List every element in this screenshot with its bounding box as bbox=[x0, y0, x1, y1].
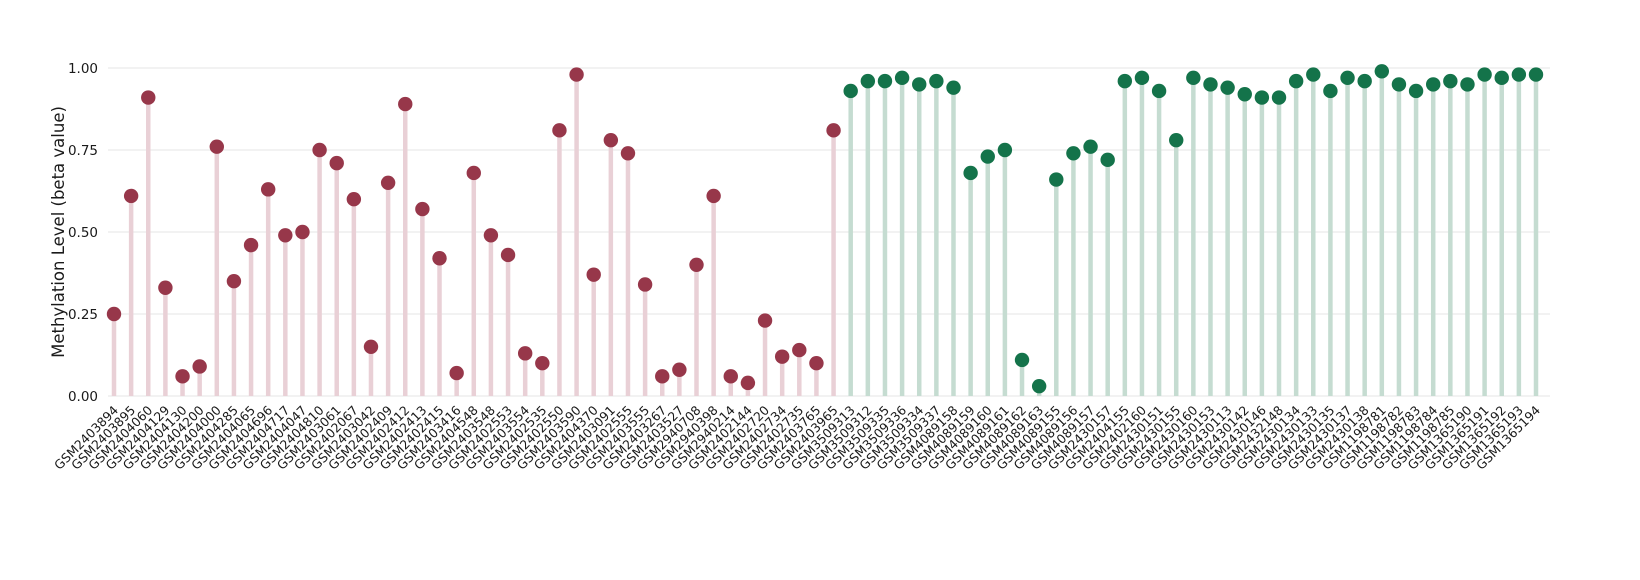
lollipop-dot bbox=[740, 375, 756, 391]
lollipop-dot bbox=[1066, 146, 1081, 161]
y-tick-label: 0.75 bbox=[68, 143, 98, 159]
lollipop-dot bbox=[1254, 90, 1270, 105]
lollipop-dot bbox=[809, 356, 824, 371]
lollipop-dot bbox=[792, 342, 807, 358]
lollipop-dot bbox=[432, 251, 447, 266]
dot-layer bbox=[106, 64, 1544, 394]
lollipop-dot bbox=[1494, 70, 1509, 86]
y-axis-tick-labels: 0.00 0.25 0.50 0.75 1.00 bbox=[68, 61, 98, 405]
lollipop-dot bbox=[1528, 67, 1544, 82]
lollipop-dot bbox=[500, 247, 516, 263]
lollipop-dot bbox=[552, 123, 567, 138]
lollipop-dot bbox=[1477, 67, 1492, 82]
lollipop-dot bbox=[278, 228, 293, 243]
lollipop-dot bbox=[295, 224, 310, 240]
lollipop-dot bbox=[1237, 87, 1252, 102]
lollipop-dot bbox=[312, 142, 327, 158]
lollipop-dot bbox=[158, 280, 173, 295]
lollipop-dot bbox=[1374, 64, 1390, 79]
lollipop-dot bbox=[912, 77, 927, 92]
y-tick-label: 1.00 bbox=[68, 61, 98, 77]
lollipop-dot bbox=[723, 369, 738, 384]
y-axis-title: Methylation Level (beta value) bbox=[49, 106, 68, 358]
lollipop-dot bbox=[175, 369, 190, 384]
lollipop-dot bbox=[517, 346, 533, 361]
lollipop-dot bbox=[1288, 73, 1304, 89]
lollipop-dot bbox=[363, 339, 379, 354]
lollipop-dot bbox=[1203, 77, 1218, 92]
lollipop-dot bbox=[1340, 70, 1355, 86]
lollipop-dot bbox=[1049, 172, 1064, 187]
lollipop-dot bbox=[586, 267, 601, 282]
lollipop-dot bbox=[620, 146, 636, 161]
lollipop-dot bbox=[106, 306, 122, 322]
lollipop-dot bbox=[569, 67, 584, 82]
lollipop-dot bbox=[483, 228, 499, 243]
y-tick-label: 0.00 bbox=[68, 389, 98, 405]
lollipop-dot bbox=[1083, 139, 1098, 154]
lollipop-dot bbox=[1186, 70, 1201, 86]
lollipop-dot bbox=[997, 142, 1013, 158]
lollipop-dot bbox=[774, 349, 790, 364]
lollipop-dot bbox=[655, 369, 670, 384]
lollipop-dot bbox=[1511, 67, 1527, 82]
lollipop-dot bbox=[672, 362, 687, 377]
lollipop-dot bbox=[1134, 70, 1150, 86]
lollipop-dot bbox=[192, 359, 207, 374]
lollipop-dot bbox=[123, 188, 139, 204]
y-tick-label: 0.50 bbox=[68, 225, 98, 241]
lollipop-dot bbox=[329, 155, 344, 171]
stem-layer bbox=[111, 71, 1539, 396]
lollipop-dot bbox=[877, 73, 893, 89]
lollipop-dot bbox=[466, 165, 481, 181]
lollipop-dot bbox=[1323, 83, 1338, 99]
lollipop-dot bbox=[346, 192, 362, 207]
y-tick-label: 0.25 bbox=[68, 307, 98, 323]
lollipop-dot bbox=[1169, 132, 1184, 148]
lollipop-dot bbox=[603, 132, 619, 148]
lollipop-dot bbox=[980, 149, 995, 164]
lollipop-dot bbox=[380, 175, 396, 190]
lollipop-dot bbox=[1031, 378, 1047, 394]
lollipop-dot bbox=[1151, 83, 1167, 99]
lollipop-dot bbox=[894, 70, 910, 86]
lollipop-dot bbox=[1271, 90, 1287, 105]
lollipop-dot bbox=[1426, 77, 1441, 92]
lollipop-dot bbox=[535, 356, 550, 371]
lollipop-dot bbox=[226, 274, 242, 289]
lollipop-dot bbox=[260, 182, 276, 197]
lollipop-dot bbox=[637, 277, 653, 292]
lollipop-dot bbox=[1443, 73, 1458, 89]
lollipop-dot bbox=[963, 165, 978, 181]
lollipop-dot bbox=[843, 83, 858, 99]
lollipop-dot bbox=[946, 80, 961, 95]
lollipop-dot bbox=[1220, 80, 1235, 95]
lollipop-dot bbox=[141, 90, 156, 105]
lollipop-dot bbox=[415, 201, 430, 217]
lollipop-dot bbox=[1408, 83, 1424, 99]
lollipop-dot bbox=[1357, 73, 1372, 89]
lollipop-dot bbox=[1014, 352, 1030, 368]
lollipop-dot bbox=[1306, 67, 1321, 82]
lollipop-dot bbox=[398, 96, 413, 112]
lollipop-dot bbox=[689, 257, 704, 272]
lollipop-dot bbox=[1100, 152, 1115, 168]
lollipop-dot bbox=[929, 73, 944, 89]
lollipop-dot bbox=[826, 123, 841, 138]
lollipop-dot bbox=[449, 365, 464, 381]
lollipop-dot bbox=[1117, 73, 1133, 89]
lollipop-dot bbox=[706, 188, 721, 204]
lollipop-dot bbox=[1391, 77, 1407, 92]
lollipop-dot bbox=[243, 237, 259, 253]
lollipop-dot bbox=[757, 313, 773, 328]
grid-layer bbox=[108, 67, 1550, 397]
x-axis-tick-labels: GSM2403894GSM2403895GSM2404060GSM2404129… bbox=[51, 402, 1543, 472]
lollipop-dot bbox=[209, 139, 224, 154]
lollipop-dot bbox=[1460, 77, 1475, 92]
lollipop-dot bbox=[860, 73, 876, 89]
